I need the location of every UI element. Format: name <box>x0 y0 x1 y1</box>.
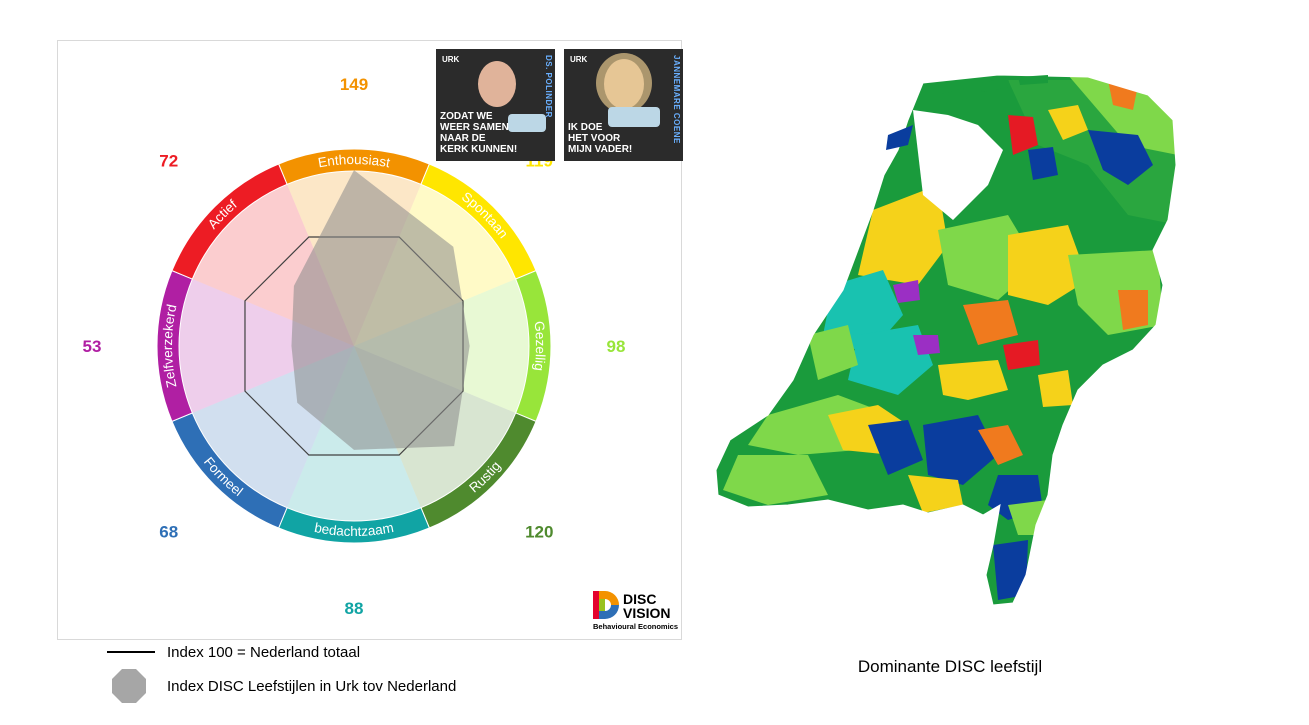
index-value-formeel: 68 <box>159 522 178 541</box>
photo-header: URK <box>570 55 588 64</box>
photo-header: URK <box>442 55 460 64</box>
index-value-enthousiast: 149 <box>340 75 368 94</box>
segment-label-bedachtzaam: bedachtzaam <box>313 520 395 539</box>
index-value-rustig: 120 <box>525 522 553 541</box>
disc-vision-logo: DISC VISION Behavioural Economics <box>593 591 678 633</box>
photo-side-text: JANNEMARE COENE <box>672 55 681 144</box>
photo-caption: ZODAT WE WEER SAMEN NAAR DE KERK KUNNEN! <box>440 111 518 155</box>
photo-side-text: DS. POLINDER <box>544 55 553 118</box>
face-mask-icon <box>508 114 546 132</box>
octagon-legend-icon <box>112 669 146 703</box>
ring-segment-actief <box>171 163 288 280</box>
index-value-gezellig: 98 <box>607 337 626 356</box>
man-with-mask-photo <box>478 61 516 107</box>
legend-item-reference: Index 100 = Nederland totaal <box>105 637 360 667</box>
index-value-bedachtzaam: 88 <box>345 599 364 618</box>
legend-label: Index 100 = Nederland totaal <box>167 643 361 661</box>
segment-label-enthousiast: Enthousiast <box>317 152 392 170</box>
disc-logo-icon <box>593 591 619 619</box>
segment-label-zelfverzekerd: Zelfverzekerd <box>160 303 180 389</box>
netherlands-map <box>715 74 1177 606</box>
legend-label: Index DISC Leefstijlen in Urk tov Nederl… <box>167 677 457 695</box>
urk-index-polygon <box>291 170 470 450</box>
logo-subtitle: Behavioural Economics <box>593 622 679 631</box>
legend-item-urk: Index DISC Leefstijlen in Urk tov Nederl… <box>105 669 457 703</box>
map-caption: Dominante DISC leefstijl <box>857 657 1043 676</box>
segment-label-gezellig: Gezellig <box>531 320 548 371</box>
campaign-photo-1: URK DS. POLINDER ZODAT WE WEER SAMEN NAA… <box>436 49 555 161</box>
index-value-actief: 72 <box>159 152 178 171</box>
photo-caption: IK DOE HET VOOR MIJN VADER! <box>568 122 633 155</box>
netherlands-map-panel: Dominante DISC leefstijl <box>708 35 1192 690</box>
radar-chart-panel: Enthousiast Spontaan Gezellig Rustig bedacht… <box>57 40 683 640</box>
line-legend-icon <box>107 651 155 653</box>
sector-zelfverzekerd <box>179 279 354 413</box>
logo-line-1: DISC <box>623 591 657 607</box>
hair <box>596 53 652 113</box>
index-value-zelfverzekerd: 53 <box>83 337 102 356</box>
campaign-photo-2: URK JANNEMARE COENE IK DOE HET VOOR MIJN… <box>564 49 683 161</box>
logo-line-2: VISION <box>623 605 671 621</box>
face-mask-icon <box>608 107 660 127</box>
radar-chart: EnthousiastSpontaanGezelligRustigbedacht… <box>83 75 626 618</box>
